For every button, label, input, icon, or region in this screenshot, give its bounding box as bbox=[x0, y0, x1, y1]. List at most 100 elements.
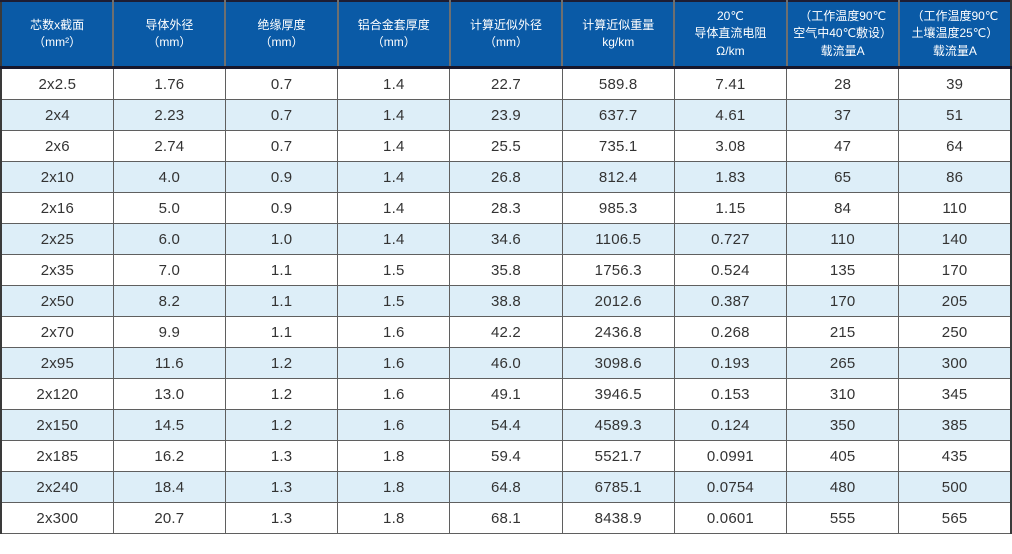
cell-insulation-thickness: 1.2 bbox=[224, 409, 339, 441]
cell-dc-resistance-20c: 0.268 bbox=[673, 316, 788, 348]
cell-ampacity-soil: 500 bbox=[898, 471, 1012, 503]
cell-cores-x-section: 2x240 bbox=[0, 471, 114, 503]
table-row: 2x300 20.7 1.3 1.8 68.1 8438.9 0.0601 555 565 bbox=[0, 502, 1012, 534]
cell-alloy-sheath-thickness: 1.8 bbox=[337, 440, 451, 472]
cell-cores-x-section: 2x6 bbox=[0, 130, 114, 162]
cell-cores-x-section: 2x16 bbox=[0, 192, 114, 224]
cell-ampacity-air: 350 bbox=[786, 409, 900, 441]
cell-approx-weight: 5521.7 bbox=[561, 440, 675, 472]
cell-approx-od: 49.1 bbox=[449, 378, 563, 410]
cell-dc-resistance-20c: 0.524 bbox=[673, 254, 788, 286]
table-row: 2x120 13.0 1.2 1.6 49.1 3946.5 0.153 310 345 bbox=[0, 378, 1012, 410]
cell-ampacity-air: 135 bbox=[786, 254, 900, 286]
cell-cores-x-section: 2x4 bbox=[0, 99, 114, 131]
table-row: 2x150 14.5 1.2 1.6 54.4 4589.3 0.124 350 385 bbox=[0, 409, 1012, 441]
cell-conductor-od: 6.0 bbox=[112, 223, 226, 255]
cell-conductor-od: 1.76 bbox=[112, 67, 226, 100]
cell-approx-od: 46.0 bbox=[449, 347, 563, 379]
cell-dc-resistance-20c: 0.727 bbox=[673, 223, 788, 255]
cell-insulation-thickness: 0.7 bbox=[224, 99, 339, 131]
cell-insulation-thickness: 0.9 bbox=[224, 192, 339, 224]
cell-conductor-od: 11.6 bbox=[112, 347, 226, 379]
cell-alloy-sheath-thickness: 1.4 bbox=[337, 223, 451, 255]
cell-ampacity-soil: 205 bbox=[898, 285, 1012, 317]
cell-ampacity-soil: 170 bbox=[898, 254, 1012, 286]
cell-approx-weight: 735.1 bbox=[561, 130, 675, 162]
table-row: 2x35 7.0 1.1 1.5 35.8 1756.3 0.524 135 170 bbox=[0, 254, 1012, 286]
cell-conductor-od: 14.5 bbox=[112, 409, 226, 441]
cell-dc-resistance-20c: 3.08 bbox=[673, 130, 788, 162]
cell-cores-x-section: 2x2.5 bbox=[0, 67, 114, 100]
cell-approx-weight: 6785.1 bbox=[561, 471, 675, 503]
cell-insulation-thickness: 1.3 bbox=[224, 502, 339, 534]
cell-conductor-od: 4.0 bbox=[112, 161, 226, 193]
table-row: 2x50 8.2 1.1 1.5 38.8 2012.6 0.387 170 205 bbox=[0, 285, 1012, 317]
cell-approx-od: 34.6 bbox=[449, 223, 563, 255]
table-row: 2x16 5.0 0.9 1.4 28.3 985.3 1.15 84 110 bbox=[0, 192, 1012, 224]
cell-ampacity-soil: 110 bbox=[898, 192, 1012, 224]
cell-dc-resistance-20c: 1.15 bbox=[673, 192, 788, 224]
table-row: 2x95 11.6 1.2 1.6 46.0 3098.6 0.193 265 300 bbox=[0, 347, 1012, 379]
cell-cores-x-section: 2x150 bbox=[0, 409, 114, 441]
table-row: 2x10 4.0 0.9 1.4 26.8 812.4 1.83 65 86 bbox=[0, 161, 1012, 193]
cell-alloy-sheath-thickness: 1.8 bbox=[337, 502, 451, 534]
cell-ampacity-soil: 250 bbox=[898, 316, 1012, 348]
cell-insulation-thickness: 0.9 bbox=[224, 161, 339, 193]
cell-insulation-thickness: 0.7 bbox=[224, 130, 339, 162]
cell-approx-od: 54.4 bbox=[449, 409, 563, 441]
cell-conductor-od: 16.2 bbox=[112, 440, 226, 472]
cell-insulation-thickness: 1.0 bbox=[224, 223, 339, 255]
column-header-approx-od: 计算近似外径 （mm） bbox=[448, 1, 563, 69]
cell-alloy-sheath-thickness: 1.4 bbox=[337, 130, 451, 162]
cell-conductor-od: 18.4 bbox=[112, 471, 226, 503]
cell-dc-resistance-20c: 0.387 bbox=[673, 285, 788, 317]
cell-alloy-sheath-thickness: 1.4 bbox=[337, 161, 451, 193]
cell-ampacity-air: 47 bbox=[786, 130, 900, 162]
table-header: 芯数x截面 （mm²） 导体外径 （mm） 绝缘厚度 （mm） 铝合金套厚度 （mm） 计算近似… bbox=[1, 1, 1011, 69]
cell-alloy-sheath-thickness: 1.6 bbox=[337, 409, 451, 441]
cell-approx-od: 42.2 bbox=[449, 316, 563, 348]
cell-approx-weight: 8438.9 bbox=[561, 502, 675, 534]
cell-conductor-od: 2.23 bbox=[112, 99, 226, 131]
cell-approx-od: 59.4 bbox=[449, 440, 563, 472]
cell-ampacity-soil: 51 bbox=[898, 99, 1012, 131]
table-row: 2x6 2.74 0.7 1.4 25.5 735.1 3.08 47 64 bbox=[0, 130, 1012, 162]
cell-cores-x-section: 2x10 bbox=[0, 161, 114, 193]
cell-approx-od: 25.5 bbox=[449, 130, 563, 162]
cell-approx-weight: 589.8 bbox=[561, 67, 675, 100]
cell-cores-x-section: 2x25 bbox=[0, 223, 114, 255]
cell-ampacity-soil: 300 bbox=[898, 347, 1012, 379]
cell-approx-weight: 3946.5 bbox=[561, 378, 675, 410]
cell-conductor-od: 13.0 bbox=[112, 378, 226, 410]
cell-approx-od: 28.3 bbox=[449, 192, 563, 224]
cell-cores-x-section: 2x300 bbox=[0, 502, 114, 534]
cell-conductor-od: 8.2 bbox=[112, 285, 226, 317]
cell-ampacity-air: 37 bbox=[786, 99, 900, 131]
cell-dc-resistance-20c: 4.61 bbox=[673, 99, 788, 131]
cell-approx-od: 68.1 bbox=[449, 502, 563, 534]
cell-insulation-thickness: 1.3 bbox=[224, 471, 339, 503]
cell-dc-resistance-20c: 1.83 bbox=[673, 161, 788, 193]
table-body: 2x2.5 1.76 0.7 1.4 22.7 589.8 7.41 28 39 2x4 2.23 0… bbox=[0, 67, 1012, 534]
table-row: 2x240 18.4 1.3 1.8 64.8 6785.1 0.0754 480 500 bbox=[0, 471, 1012, 503]
cell-dc-resistance-20c: 0.0754 bbox=[673, 471, 788, 503]
cell-insulation-thickness: 1.1 bbox=[224, 316, 339, 348]
cell-ampacity-air: 265 bbox=[786, 347, 900, 379]
cell-cores-x-section: 2x120 bbox=[0, 378, 114, 410]
cell-ampacity-soil: 345 bbox=[898, 378, 1012, 410]
cell-approx-od: 22.7 bbox=[449, 67, 563, 100]
cell-insulation-thickness: 1.2 bbox=[224, 378, 339, 410]
cell-approx-weight: 2436.8 bbox=[561, 316, 675, 348]
cell-alloy-sheath-thickness: 1.8 bbox=[337, 471, 451, 503]
cell-dc-resistance-20c: 0.0601 bbox=[673, 502, 788, 534]
cell-ampacity-air: 555 bbox=[786, 502, 900, 534]
cell-approx-weight: 4589.3 bbox=[561, 409, 675, 441]
table-row: 2x185 16.2 1.3 1.8 59.4 5521.7 0.0991 405 435 bbox=[0, 440, 1012, 472]
column-header-ampacity-air: （工作温度90℃ 空气中40℃敷设） 载流量A bbox=[785, 1, 899, 69]
cell-ampacity-soil: 435 bbox=[898, 440, 1012, 472]
column-header-alloy-sheath-thickness: 铝合金套厚度 （mm） bbox=[336, 1, 450, 69]
cell-cores-x-section: 2x35 bbox=[0, 254, 114, 286]
cell-alloy-sheath-thickness: 1.5 bbox=[337, 254, 451, 286]
cell-alloy-sheath-thickness: 1.4 bbox=[337, 67, 451, 100]
column-header-approx-weight: 计算近似重量 kg/km bbox=[561, 1, 675, 69]
